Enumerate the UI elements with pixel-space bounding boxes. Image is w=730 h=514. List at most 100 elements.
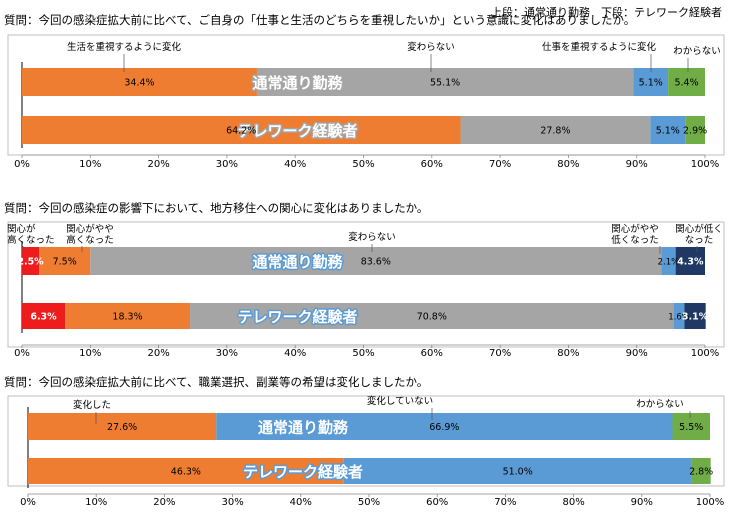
series-name: 関心が [7,223,36,235]
category-label: 通常通り勤務 [258,419,349,437]
data-label: 27.8% [540,126,570,137]
bar-segment [673,303,685,329]
bar-segment [684,303,706,329]
tick-label: 90% [626,159,648,170]
bar-segment [691,458,711,484]
bar-segment [28,458,344,484]
bar-segment [256,68,634,96]
data-label: 64.2% [226,126,256,137]
category-label: テレワーク経験者 [243,463,363,481]
bar-segment [28,413,217,440]
bar-segment [90,247,662,275]
bar-segment [22,247,40,275]
tick-label: 100% [691,348,720,359]
series-name: 仕事を重視するように変化 [542,41,657,53]
tick-label: 30% [216,348,238,359]
data-label: 70.8% [417,312,447,323]
tick-label: 70% [489,159,511,170]
bar-segment [190,303,674,329]
tick-label: 90% [626,348,648,359]
data-label: 46.3% [171,467,201,478]
category-label: テレワーク経験者 [237,122,357,140]
bar-segment [460,116,651,144]
data-label: 66.9% [429,422,459,433]
data-label: 7.5% [53,257,77,268]
tick-label: 70% [494,497,516,508]
bar-segment [22,68,257,96]
tick-label: 100% [691,159,720,170]
bar-segment [22,116,461,144]
series-name: 生活を重視するように変化 [67,41,182,53]
plot-area [7,221,725,348]
data-label: 83.6% [361,257,391,268]
bar-segment [668,68,705,96]
tick-label: 50% [358,497,380,508]
series-name: わからない [673,46,721,57]
data-label: 2.1% [658,258,680,268]
bar-segment [343,458,692,484]
data-label: 5.1% [656,126,680,137]
chart-panel-1: 質問：今回の感染症拡大前に比べて、ご自身の「仕事と生活のどちらを重視したいか」と… [4,13,725,170]
data-label: 5.4% [674,78,698,89]
series-name: 変わらない [348,231,396,243]
data-label: 18.3% [112,312,142,323]
series-name: 高くなった [66,234,114,246]
series-name: 変化していない [367,395,433,407]
data-label: 51.0% [503,467,533,478]
tick-label: 20% [147,159,169,170]
data-label: 55.1% [430,78,460,89]
series-name: 変化した [73,399,111,411]
data-label: 1.6% [668,313,690,323]
series-name: 変わらない [407,41,455,53]
category-label: 通常通り勤務 [252,74,343,92]
tick-label: 10% [85,497,107,508]
tick-label: 90% [631,497,653,508]
tick-label: 30% [216,159,238,170]
header-note: 上段：通常通り勤務 下段：テレワーク経験者 [491,6,722,19]
bar-segment [672,413,710,440]
tick-label: 80% [562,497,584,508]
bar-segment [650,116,686,144]
tick-label: 100% [696,497,725,508]
tick-label: 40% [284,159,306,170]
tick-label: 60% [426,497,448,508]
tick-label: 50% [352,159,374,170]
series-name: 関心がやや [611,223,659,235]
data-label: 5.1% [639,78,663,89]
bar-segment [22,303,66,329]
bar-segment [685,116,705,144]
series-name: わからない [636,399,684,410]
tick-label: 20% [147,348,169,359]
tick-label: 60% [421,348,443,359]
chart-title: 質問：今回の感染症の影響下において、地方移住への関心に変化はありましたか。 [4,201,428,215]
bar-segment [633,68,669,96]
tick-label: 80% [557,348,579,359]
tick-label: 60% [421,159,443,170]
data-label: 6.3% [30,312,57,323]
data-label: 2.5% [17,257,44,268]
chart-title: 質問：今回の感染症拡大前に比べて、職業選択、副業等の希望は変化しましたか。 [4,375,428,389]
data-label: 5.5% [679,422,703,433]
series-name: 低くなった [611,234,659,246]
tick-label: 50% [352,348,374,359]
tick-label: 0% [20,497,36,508]
chart-title: 質問：今回の感染症拡大前に比べて、ご自身の「仕事と生活のどちらを重視したいか」と… [4,13,635,27]
series-name: 高くなった [7,234,55,246]
data-label: 27.6% [107,422,137,433]
bar-segment [216,413,673,440]
series-name: 関心が低く [675,223,723,235]
tick-label: 30% [221,497,243,508]
tick-label: 20% [153,497,175,508]
tick-label: 10% [79,159,101,170]
tick-label: 40% [284,348,306,359]
tick-label: 40% [290,497,312,508]
tick-label: 70% [489,348,511,359]
data-label: 2.9% [683,126,707,137]
plot-area [7,395,725,487]
chart-panel-3: 質問：今回の感染症拡大前に比べて、職業選択、副業等の希望は変化しましたか。 0% 1… [4,375,725,508]
tick-label: 80% [557,159,579,170]
category-label: 通常通り勤務 [252,253,343,271]
bar-segment [675,247,705,275]
tick-label: 10% [79,348,101,359]
